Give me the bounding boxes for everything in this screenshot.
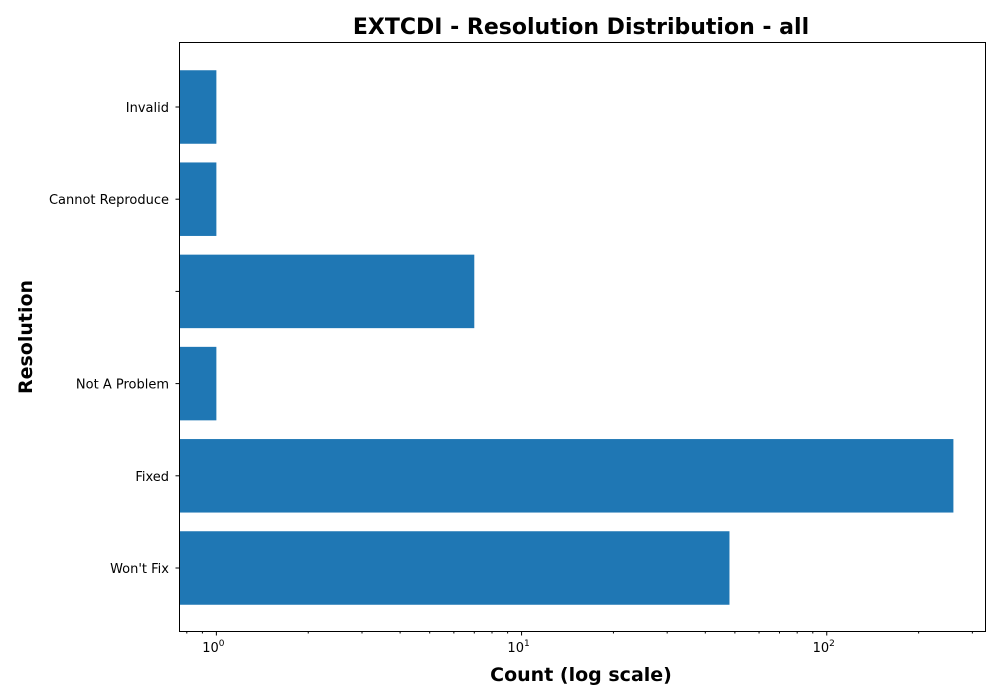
bar-blank [180, 254, 475, 329]
y-tick-label: Not A Problem [76, 378, 169, 393]
x-tick-label: 101 [507, 639, 529, 656]
bar-fixed [180, 439, 954, 513]
x-axis-label: Count (log scale) [490, 664, 672, 686]
y-tick-label: Won't Fix [110, 562, 169, 577]
chart-title: EXTCDI - Resolution Distribution - all [353, 15, 809, 40]
y-tick-label: Cannot Reproduce [49, 193, 169, 208]
bar-cannot-reproduce [180, 162, 217, 236]
y-tick-label: Fixed [135, 470, 169, 485]
plot-frame [179, 42, 986, 632]
y-axis-label: Resolution [15, 280, 37, 394]
y-axis-ticks: Won't Fix Fixed Not A Problem Cannot Reprod… [49, 101, 180, 577]
x-tick-label: 100 [202, 639, 225, 656]
bars-group [180, 70, 954, 605]
y-tick-label: Invalid [126, 101, 169, 116]
x-tick-label: 102 [813, 639, 835, 656]
bar-won-t-fix [180, 531, 730, 605]
bar-invalid [180, 70, 217, 144]
x-axis-ticks: 100 101 102 [186, 631, 973, 656]
bar-not-a-problem [180, 346, 217, 421]
